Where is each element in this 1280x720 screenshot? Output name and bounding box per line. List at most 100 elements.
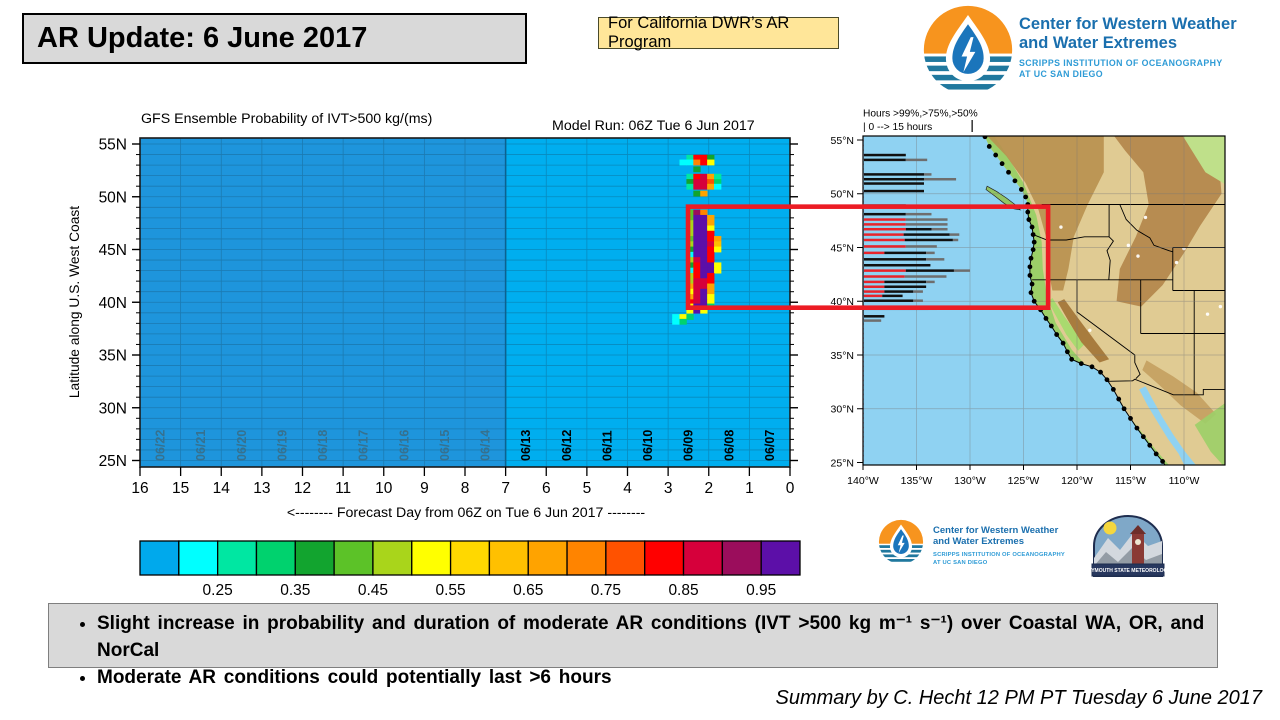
cw3e-logo-text-small: Center for Western Weather and Water Ext…	[933, 525, 1103, 567]
svg-text:140°W: 140°W	[847, 475, 879, 487]
svg-text:16: 16	[131, 480, 148, 497]
svg-text:40°N: 40°N	[831, 296, 854, 308]
cw3e-sub-line2-small: AT UC SAN DIEGO	[933, 559, 988, 566]
cw3e-sub-line2: AT UC SAN DIEGO	[1019, 69, 1104, 80]
svg-text:0.85: 0.85	[668, 582, 698, 599]
chart-x-axis: 16 15 14 13 12 11 10 9 8 7 6 5 4 3 2 1 0	[131, 467, 795, 497]
svg-text:06/21: 06/21	[194, 430, 208, 461]
svg-text:06/19: 06/19	[275, 430, 289, 461]
svg-text:7: 7	[501, 480, 510, 497]
svg-text:50°N: 50°N	[831, 189, 854, 201]
svg-text:0: 0	[786, 480, 795, 497]
svg-text:15: 15	[172, 480, 189, 497]
cw3e-logo-text: Center for Western Weather and Water Ext…	[1019, 15, 1279, 81]
cw3e-title-line1: Center for Western Weather	[1019, 15, 1237, 33]
svg-text:9: 9	[420, 480, 429, 497]
svg-text:06/11: 06/11	[600, 430, 614, 461]
svg-text:06/13: 06/13	[519, 430, 533, 461]
svg-text:135°W: 135°W	[901, 475, 933, 487]
svg-text:06/15: 06/15	[438, 430, 452, 461]
svg-text:3: 3	[664, 480, 673, 497]
cw3e-sub-line1: SCRIPPS INSTITUTION OF OCEANOGRAPHY	[1019, 57, 1223, 68]
svg-text:115°W: 115°W	[1115, 475, 1146, 487]
clock-face	[1135, 539, 1141, 545]
svg-text:06/17: 06/17	[357, 430, 371, 461]
svg-text:12: 12	[294, 480, 311, 497]
ar-highlight-rectangle	[685, 204, 1051, 310]
svg-text:35°N: 35°N	[831, 350, 854, 362]
svg-text:0.25: 0.25	[203, 582, 233, 599]
svg-text:06/12: 06/12	[560, 430, 574, 461]
program-badge: For California DWR’s AR Program	[598, 14, 839, 51]
cw3e-title-line1-small: Center for Western Weather	[933, 525, 1059, 536]
plymouth-state-logo: PLYMOUTH STATE METEOROLOGY	[1088, 515, 1168, 577]
svg-text:0.55: 0.55	[436, 582, 466, 599]
svg-text:2: 2	[704, 480, 713, 497]
chart-y-label: Latitude along U.S. West Coast	[67, 206, 82, 398]
tower-roof	[1130, 525, 1146, 534]
map-legend-line1: Hours >99%,>75%,>50%	[863, 109, 978, 120]
model-run-label: Model Run: 06Z Tue 6 Jun 2017	[552, 118, 755, 134]
svg-text:110°W: 110°W	[1169, 475, 1200, 487]
svg-text:06/14: 06/14	[479, 430, 493, 461]
svg-text:11: 11	[335, 480, 351, 497]
svg-text:06/08: 06/08	[722, 430, 736, 461]
bullet-item: Moderate AR conditions could potentially…	[97, 664, 1207, 691]
svg-text:5: 5	[583, 480, 592, 497]
svg-text:50N: 50N	[99, 189, 127, 206]
plymouth-banner-label: PLYMOUTH STATE METEOROLOGY	[1088, 568, 1168, 574]
cw3e-title-line2: and Water Extremes	[1019, 33, 1178, 52]
svg-text:30°N: 30°N	[831, 404, 854, 416]
svg-text:06/10: 06/10	[641, 430, 655, 461]
svg-text:0.65: 0.65	[513, 582, 543, 599]
svg-text:25°N: 25°N	[831, 457, 854, 469]
svg-text:06/22: 06/22	[154, 430, 168, 461]
svg-text:35N: 35N	[99, 348, 127, 365]
chart-title: GFS Ensemble Probability of IVT>500 kg/(…	[141, 111, 432, 127]
svg-text:45°N: 45°N	[831, 242, 854, 254]
summary-credit: Summary by C. Hecht 12 PM PT Tuesday 6 J…	[775, 687, 1262, 709]
clock-tower	[1132, 534, 1144, 564]
svg-text:125°W: 125°W	[1008, 475, 1040, 487]
svg-text:0.35: 0.35	[280, 582, 310, 599]
chart-x-label: <-------- Forecast Day from 06Z on Tue 6…	[287, 505, 646, 521]
sun-icon	[1103, 521, 1117, 535]
svg-text:06/16: 06/16	[397, 430, 411, 461]
svg-text:40N: 40N	[99, 295, 127, 312]
probability-colorbar: 0.25 0.35 0.45 0.55 0.65 0.75 0.85 0.95	[139, 540, 801, 599]
svg-text:0.45: 0.45	[358, 582, 388, 599]
svg-text:25N: 25N	[99, 453, 127, 470]
page-title: AR Update: 6 June 2017	[22, 13, 527, 64]
map-legend-line2: | 0 --> 15 hours	[863, 122, 932, 133]
chart-gridlines	[140, 138, 790, 467]
cw3e-sub-line1-small: SCRIPPS INSTITUTION OF OCEANOGRAPHY	[933, 551, 1065, 558]
svg-text:14: 14	[213, 480, 231, 497]
cw3e-logo-icon	[923, 5, 1013, 95]
svg-text:130°W: 130°W	[954, 475, 986, 487]
svg-text:45N: 45N	[99, 242, 127, 259]
bullet-item: Slight increase in probability and durat…	[97, 610, 1207, 664]
svg-text:0.75: 0.75	[591, 582, 621, 599]
valid-date-labels: 06/22 06/21 06/20 06/19 06/18 06/17 06/16 06/15…	[154, 430, 777, 461]
svg-text:30N: 30N	[99, 400, 127, 417]
svg-text:8: 8	[461, 480, 470, 497]
cw3e-title-line2-small: and Water Extremes	[933, 536, 1024, 548]
chart-y-axis: 55N 50N 45N 40N 35N 30N 25N	[99, 137, 798, 470]
gfs-probability-chart: 06/22 06/21 06/20 06/19 06/18 06/17 06/16 06/15…	[67, 111, 801, 599]
summary-bullets-box: Slight increase in probability and durat…	[48, 603, 1218, 688]
lightning-bolt-icon	[961, 37, 976, 73]
svg-text:1: 1	[745, 480, 754, 497]
svg-text:55N: 55N	[99, 137, 127, 154]
map-axes: 55°N 50°N 45°N 40°N 35°N 30°N 25°N 140°W 135°W 13…	[831, 135, 1200, 487]
west-coast-map: 55°N 50°N 45°N 40°N 35°N 30°N 25°N 140°W 135°W 13…	[831, 109, 1226, 487]
svg-text:06/18: 06/18	[316, 430, 330, 461]
svg-text:55°N: 55°N	[831, 135, 854, 147]
svg-text:13: 13	[253, 480, 270, 497]
svg-text:06/20: 06/20	[235, 430, 249, 461]
svg-text:6: 6	[542, 480, 551, 497]
svg-text:4: 4	[623, 480, 632, 497]
svg-text:0.95: 0.95	[746, 582, 776, 599]
svg-text:06/07: 06/07	[763, 430, 777, 461]
